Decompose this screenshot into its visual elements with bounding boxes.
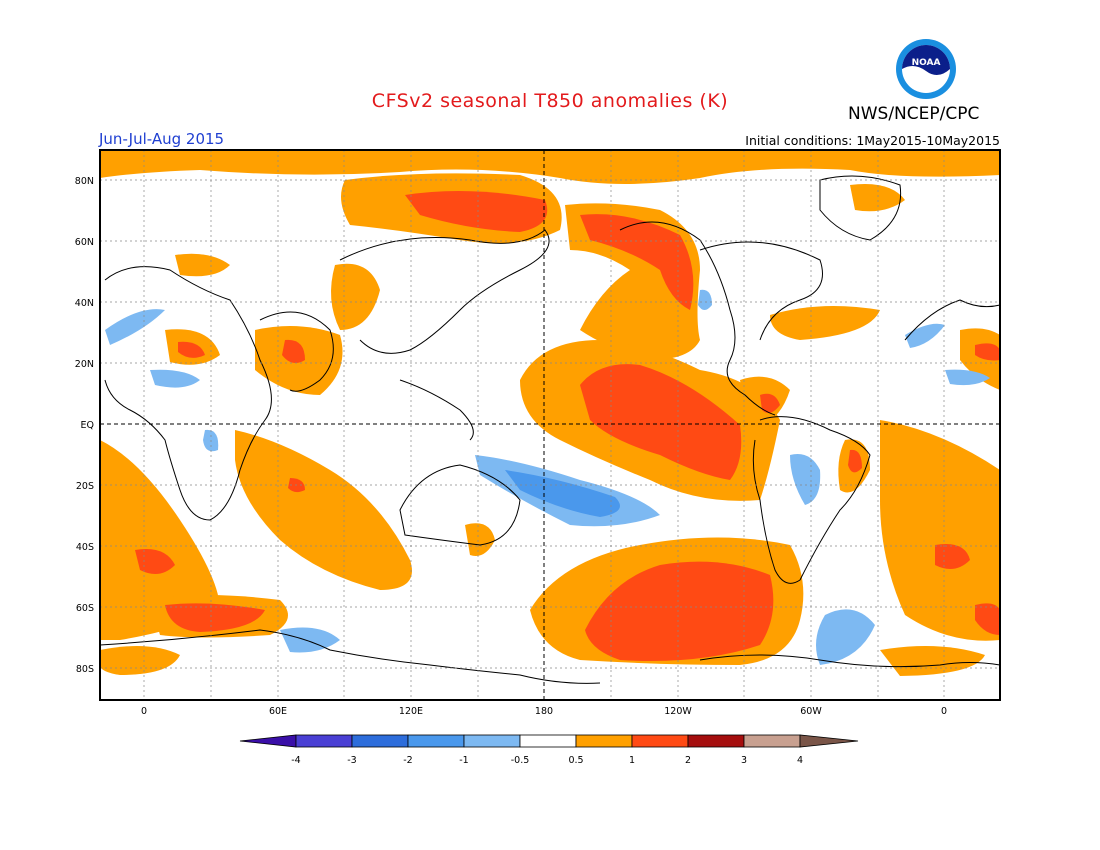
lat-label: 20S — [76, 481, 94, 492]
colorbar: -4 -3 -2 -1 -0.5 0.5 1 2 3 4 — [239, 734, 859, 766]
colorbar-label: 2 — [685, 755, 691, 766]
initial-conditions-label: Initial conditions: 1May2015-10May2015 — [745, 133, 1000, 148]
colorbar-label: -4 — [291, 755, 300, 766]
anomaly-fields — [100, 150, 1000, 676]
lon-label: 60E — [269, 706, 287, 717]
colorbar-segment — [519, 734, 577, 748]
lat-label: EQ — [81, 420, 94, 431]
coastlines — [99, 175, 1001, 684]
colorbar-arrow-high — [799, 734, 859, 748]
lon-label: 0 — [141, 706, 147, 717]
colorbar-arrow-low — [239, 734, 297, 748]
lat-axis: 80N 60N 40N 20N EQ 20S 40S 60S 80S — [75, 176, 94, 675]
colorbar-segment — [743, 734, 801, 748]
logo-text: NOAA — [912, 58, 941, 68]
colorbar-label: -1 — [459, 755, 468, 766]
lon-label: 0 — [941, 706, 947, 717]
colorbar-label: 0.5 — [568, 755, 583, 766]
lon-label: 120W — [664, 706, 692, 717]
colorbar-segment — [351, 734, 409, 748]
lat-label: 60S — [76, 603, 94, 614]
lat-label: 20N — [75, 359, 94, 370]
colorbar-segment — [687, 734, 745, 748]
noaa-logo: NOAA — [895, 38, 957, 100]
lat-label: 80S — [76, 664, 94, 675]
lat-label: 80N — [75, 176, 94, 187]
colorbar-label: 1 — [629, 755, 635, 766]
season-label: Jun-Jul-Aug 2015 — [99, 130, 225, 148]
lon-label: 60W — [800, 706, 822, 717]
lon-label: 120E — [399, 706, 423, 717]
lon-label: 180 — [535, 706, 553, 717]
colorbar-label: -0.5 — [511, 755, 530, 766]
colorbar-label: -2 — [403, 755, 412, 766]
lat-label: 60N — [75, 237, 94, 248]
colorbar-segment — [575, 734, 633, 748]
colorbar-label: 3 — [741, 755, 747, 766]
lon-axis: 0 60E 120E 180 120W 60W 0 — [141, 706, 947, 717]
colorbar-segment — [295, 734, 353, 748]
graticule — [100, 150, 1000, 700]
chart-title: CFSv2 seasonal T850 anomalies (K) — [371, 90, 729, 112]
colorbar-segment — [631, 734, 689, 748]
colorbar-label: 4 — [797, 755, 803, 766]
colorbar-segment — [463, 734, 521, 748]
colorbar-segment — [407, 734, 465, 748]
agency-label: NWS/NCEP/CPC — [848, 104, 980, 124]
lat-label: 40S — [76, 542, 94, 553]
map-frame — [99, 149, 1001, 701]
colorbar-label: -3 — [347, 755, 356, 766]
lat-label: 40N — [75, 298, 94, 309]
